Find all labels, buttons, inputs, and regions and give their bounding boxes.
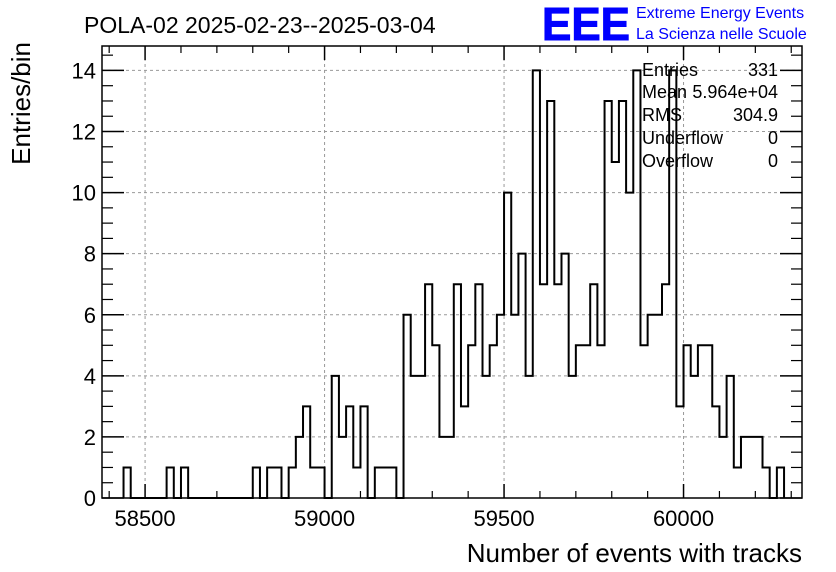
eee-logo: EEE Extreme Energy Events La Scienza nel… [542,0,807,51]
tick-labels: 58500 59000 59500 60000 0 2 4 6 8 10 12 14 [72,58,715,531]
stats-underflow-label: Underflow [642,128,724,148]
x-tick-label: 58500 [114,506,175,531]
stats-mean-label: Mean [642,82,687,102]
eee-logo-line2: La Scienza nelle Scuole [636,26,807,43]
y-tick-label: 0 [84,486,96,511]
stats-entries-value: 331 [748,60,778,80]
x-tick-label: 59000 [294,506,355,531]
stats-overflow-label: Overflow [642,151,714,171]
y-tick-label: 4 [84,364,96,389]
stats-box: Entries 331 Mean 5.964e+04 RMS 304.9 Und… [642,60,778,171]
plot-frame [101,45,803,499]
eee-logo-line1: Extreme Energy Events [636,5,804,22]
chart-title: POLA-02 2025-02-23--2025-03-04 [84,12,436,38]
y-axis-label: Entries/bin [6,42,36,165]
eee-logo-mark: EEE [542,0,630,50]
y-tick-label: 2 [84,425,96,450]
axis-ticks [102,46,802,499]
x-axis-label: Number of events with tracks [467,538,802,568]
stats-overflow-value: 0 [768,151,778,171]
x-tick-label: 59500 [473,506,534,531]
y-tick-label: 14 [72,58,96,83]
grid-lines [102,46,802,498]
x-tick-label: 60000 [653,506,714,531]
y-tick-label: 10 [72,181,96,206]
stats-mean-value: 5.964e+04 [692,82,778,102]
stats-rms-value: 304.9 [733,105,778,125]
stats-rms-label: RMS [642,105,682,125]
y-tick-label: 6 [84,303,96,328]
y-tick-label: 8 [84,242,96,267]
y-tick-label: 12 [72,120,96,145]
stats-underflow-value: 0 [768,128,778,148]
stats-entries-label: Entries [642,60,698,80]
